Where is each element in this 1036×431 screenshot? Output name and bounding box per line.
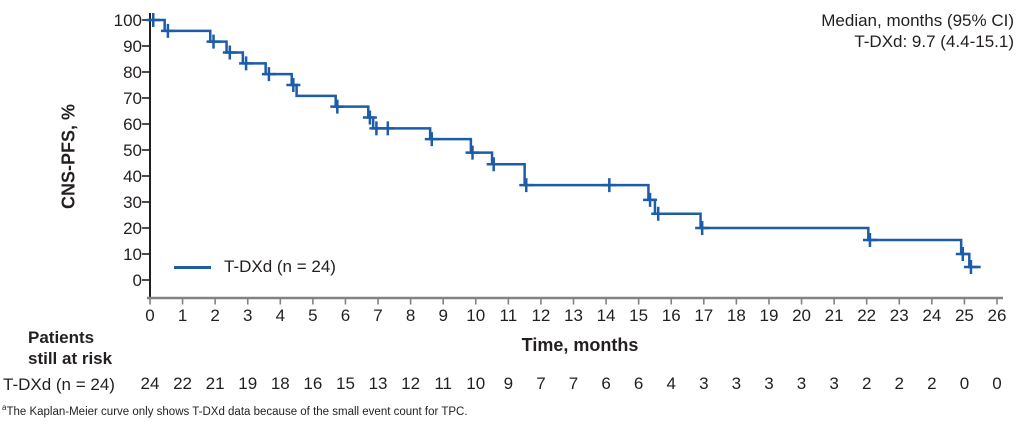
x-tick-label: 3 — [242, 306, 253, 325]
at-risk-value: 3 — [699, 374, 709, 393]
x-tick-label: 12 — [531, 306, 551, 325]
at-risk-value: 22 — [173, 374, 193, 393]
y-tick-label: 30 — [123, 193, 142, 212]
x-tick-label: 21 — [824, 306, 844, 325]
y-tick-label: 100 — [113, 11, 142, 30]
x-tick-label: 4 — [275, 306, 286, 325]
legend-label: T-DXd (n = 24) — [224, 257, 336, 276]
at-risk-value: 4 — [666, 374, 676, 393]
y-tick-label: 90 — [123, 37, 142, 56]
y-tick-label: 70 — [123, 89, 142, 108]
at-risk-value: 0 — [992, 374, 1002, 393]
at-risk-value: 13 — [368, 374, 388, 393]
x-tick-label: 20 — [792, 306, 811, 325]
y-tick-label: 20 — [123, 219, 142, 238]
y-tick-label: 80 — [123, 63, 142, 82]
at-risk-value: 2 — [894, 374, 904, 393]
at-risk-value: 3 — [829, 374, 839, 393]
x-axis — [147, 296, 1003, 305]
footnote-marker: a — [2, 403, 7, 412]
at-risk-value: 6 — [601, 374, 611, 393]
x-tick-label: 0 — [145, 306, 155, 325]
at-risk-header-line2: still at risk — [28, 349, 113, 368]
at-risk-value: 7 — [568, 374, 579, 393]
footnote: aThe Kaplan-Meier curve only shows T-DXd… — [2, 403, 468, 418]
x-tick-label: 24 — [922, 306, 942, 325]
x-tick-label: 11 — [499, 306, 518, 325]
at-risk-value: 2 — [861, 374, 872, 393]
km-curve — [150, 18, 981, 269]
x-tick-label: 17 — [694, 306, 714, 325]
x-tick-label: 18 — [726, 306, 746, 325]
at-risk-value: 24 — [140, 374, 160, 393]
x-tick-label: 19 — [759, 306, 779, 325]
at-risk-value: 21 — [205, 374, 225, 393]
y-tick-label: 60 — [123, 115, 142, 134]
at-risk-value: 16 — [303, 374, 323, 393]
at-risk-value: 18 — [270, 374, 290, 393]
x-tick-label: 6 — [340, 306, 351, 325]
x-tick-label: 7 — [373, 306, 383, 325]
at-risk-value: 2 — [927, 374, 937, 393]
x-tick-label: 22 — [857, 306, 877, 325]
censor-marks — [146, 13, 978, 274]
at-risk-value: 0 — [959, 374, 970, 393]
x-tick-label: 15 — [629, 306, 649, 325]
x-tick-label: 10 — [466, 306, 486, 325]
at-risk-header-line1: Patients — [28, 328, 95, 347]
x-tick-label: 26 — [987, 306, 1007, 325]
x-tick-label: 5 — [308, 306, 318, 325]
at-risk-row-label: T-DXd (n = 24) — [3, 375, 115, 394]
median-annotation-value: T-DXd: 9.7 (4.4-15.1) — [854, 32, 1014, 51]
median-annotation: Median, months (95% CI) T-DXd: 9.7 (4.4-… — [821, 10, 1014, 52]
at-risk-value: 3 — [731, 374, 742, 393]
at-risk-value: 19 — [238, 374, 258, 393]
median-annotation-header: Median, months (95% CI) — [821, 11, 1014, 30]
at-risk-value: 9 — [503, 374, 514, 393]
y-tick-label: 50 — [123, 141, 142, 160]
x-tick-label: 16 — [661, 306, 681, 325]
x-tick-label: 8 — [405, 306, 416, 325]
x-tick-label: 23 — [889, 306, 909, 325]
x-tick-label: 14 — [596, 306, 616, 325]
footnote-text: The Kaplan-Meier curve only shows T-DXd … — [6, 405, 468, 418]
at-risk-value: 15 — [335, 374, 355, 393]
at-risk-value: 6 — [633, 374, 644, 393]
x-axis-title: Time, months — [521, 335, 639, 355]
at-risk-value: 11 — [434, 374, 453, 393]
y-axis-title: CNS-PFS, % — [58, 104, 79, 210]
y-tick-label: 10 — [123, 245, 142, 264]
at-risk-value: 10 — [466, 374, 486, 393]
at-risk-value: 3 — [796, 374, 807, 393]
at-risk-value: 7 — [536, 374, 546, 393]
x-tick-label: 9 — [438, 306, 448, 325]
at-risk-header: Patients still at risk — [28, 327, 112, 369]
at-risk-value: 3 — [764, 374, 774, 393]
legend-line-swatch — [174, 265, 211, 269]
x-tick-label: 2 — [210, 306, 220, 325]
at-risk-value: 12 — [401, 374, 421, 393]
x-tick-label: 1 — [177, 306, 188, 325]
y-tick-label: 0 — [132, 271, 142, 290]
x-tick-label: 25 — [954, 306, 974, 325]
x-tick-label: 13 — [564, 306, 583, 325]
y-axis — [142, 13, 151, 298]
legend: T-DXd (n = 24) — [174, 257, 336, 277]
y-tick-label: 40 — [123, 167, 142, 186]
